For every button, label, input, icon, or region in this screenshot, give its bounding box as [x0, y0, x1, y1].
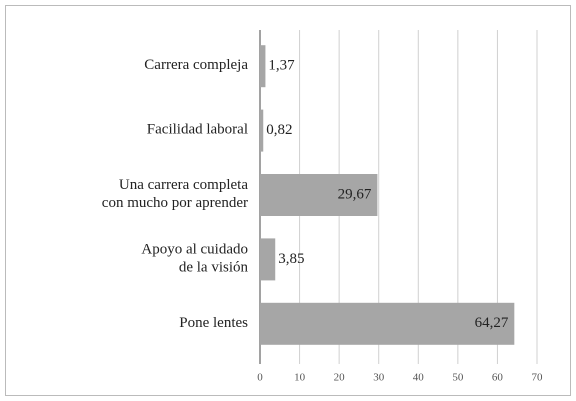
- x-tick-label: 40: [413, 372, 425, 384]
- value-label: 0,82: [266, 122, 292, 138]
- bar: [260, 302, 515, 345]
- category-label: Apoyo al cuidado de la visión: [141, 242, 248, 276]
- bar: [260, 45, 266, 88]
- x-tick-label: 60: [492, 372, 504, 384]
- category-label: Pone lentes: [179, 315, 248, 331]
- category-label: Una carrera completa con mucho por aprend…: [102, 177, 249, 211]
- x-tick-label: 50: [452, 372, 464, 384]
- value-label: 1,37: [268, 58, 295, 74]
- x-tick-label: 30: [373, 372, 385, 384]
- x-tick-label: 0: [257, 372, 263, 384]
- x-tick-label: 70: [532, 372, 544, 384]
- category-label-line: Facilidad laboral: [147, 122, 248, 138]
- category-label-line: con mucho por aprender: [102, 195, 248, 211]
- x-tick-label: 10: [294, 372, 306, 384]
- category-label: Carrera compleja: [144, 58, 248, 74]
- value-label: 64,27: [475, 315, 509, 331]
- category-label-line: de la visión: [179, 260, 249, 276]
- value-label: 29,67: [338, 186, 372, 202]
- category-label-line: Apoyo al cuidado: [141, 242, 248, 258]
- category-label: Facilidad laboral: [147, 122, 248, 138]
- category-label-line: Carrera compleja: [144, 58, 248, 74]
- category-label-line: Una carrera completa: [119, 177, 248, 193]
- bar: [260, 174, 378, 216]
- bar: [260, 238, 276, 281]
- category-label-line: Pone lentes: [179, 315, 248, 331]
- x-tick-label: 20: [334, 372, 346, 384]
- bar: [260, 109, 264, 152]
- value-label: 3,85: [278, 251, 304, 267]
